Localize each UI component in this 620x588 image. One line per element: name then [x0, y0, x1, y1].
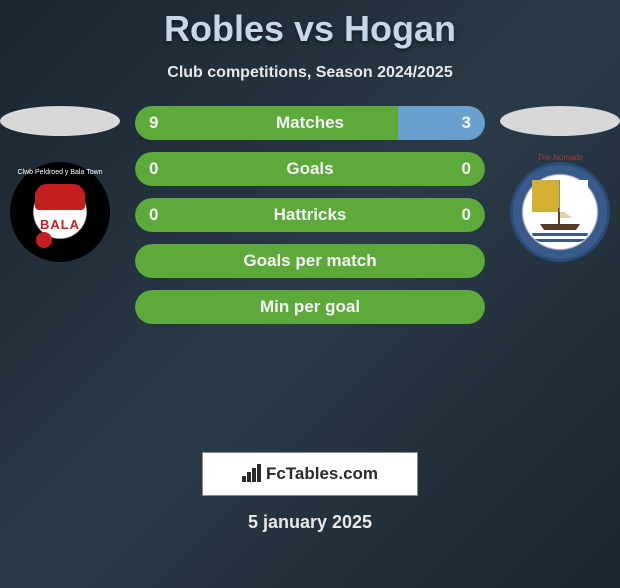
- stat-value-right: 0: [462, 159, 471, 179]
- stat-row: 0 0 Hattricks: [135, 198, 485, 232]
- stat-label: Goals per match: [243, 251, 376, 271]
- badge-ball-icon: [36, 232, 52, 248]
- subtitle: Club competitions, Season 2024/2025: [0, 64, 620, 82]
- brand-watermark: FcTables.com: [202, 452, 418, 496]
- brand-text: FcTables.com: [266, 464, 378, 484]
- comparison-area: Clwb Peldroed y Bala Town BALA The Nomad…: [0, 106, 620, 446]
- player1-column: Clwb Peldroed y Bala Town BALA: [0, 106, 120, 262]
- stat-value-right: 3: [462, 113, 471, 133]
- player2-club-badge: The Nomads: [510, 162, 610, 262]
- badge-shield-icon: [532, 180, 588, 244]
- badge-right-top-text: The Nomads: [513, 153, 607, 162]
- page-title: Robles vs Hogan: [0, 8, 620, 50]
- stat-label: Matches: [276, 113, 344, 133]
- badge-ship-icon: [532, 204, 588, 232]
- player2-silhouette: [500, 106, 620, 136]
- bar-chart-icon: [242, 466, 262, 482]
- stat-row: Min per goal: [135, 290, 485, 324]
- stat-value-left: 0: [149, 159, 158, 179]
- stat-fill-player1: [135, 106, 398, 140]
- stat-value-right: 0: [462, 205, 471, 225]
- stat-fill-player2: [398, 106, 486, 140]
- stat-label: Hattricks: [274, 205, 347, 225]
- player1-silhouette: [0, 106, 120, 136]
- player2-column: The Nomads: [500, 106, 620, 262]
- badge-ring-text: Clwb Peldroed y Bala Town: [14, 169, 106, 176]
- stat-label: Min per goal: [260, 297, 360, 317]
- badge-left-label: BALA: [40, 217, 80, 232]
- stats-container: 9 3 Matches 0 0 Goals 0 0 Hattricks Goals per mat…: [135, 106, 485, 336]
- stat-row: 9 3 Matches: [135, 106, 485, 140]
- stat-value-left: 9: [149, 113, 158, 133]
- stat-row: 0 0 Goals: [135, 152, 485, 186]
- stat-label: Goals: [286, 159, 333, 179]
- stat-row: Goals per match: [135, 244, 485, 278]
- date-label: 5 january 2025: [0, 512, 620, 533]
- badge-waves-icon: [532, 232, 588, 242]
- stat-value-left: 0: [149, 205, 158, 225]
- player1-club-badge: Clwb Peldroed y Bala Town BALA: [10, 162, 110, 262]
